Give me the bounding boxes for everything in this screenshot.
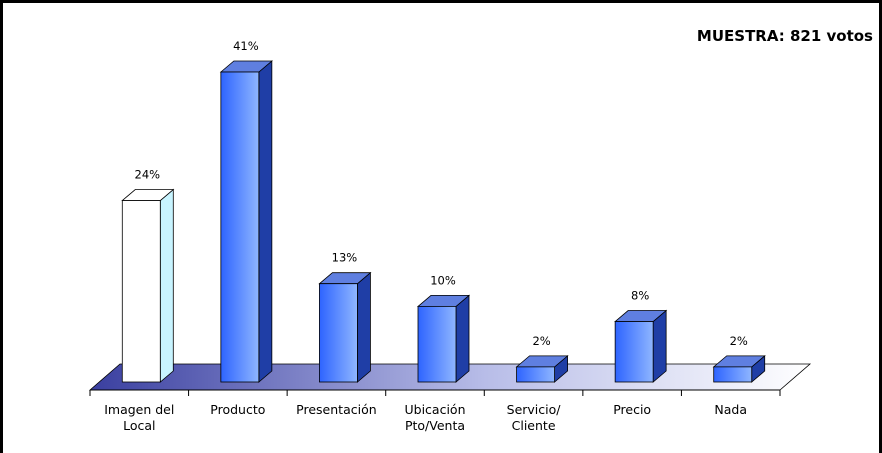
bar — [416, 294, 471, 383]
data-label: 2% — [730, 334, 748, 348]
bar — [318, 271, 372, 383]
bar — [219, 60, 273, 383]
x-tick-label: Precio — [613, 402, 651, 417]
bar-side — [455, 294, 470, 383]
data-label: 13% — [332, 251, 358, 265]
data-label: 41% — [233, 39, 259, 53]
x-tick-label: Nada — [714, 402, 747, 417]
x-tick-label: Servicio/ — [507, 402, 562, 417]
bar-front — [417, 305, 457, 383]
bar-front — [319, 283, 358, 383]
x-tick-label: Local — [123, 418, 155, 433]
bar — [121, 188, 175, 383]
bar-front — [220, 71, 260, 383]
data-label: 2% — [532, 334, 550, 348]
x-tick-label: Presentación — [296, 402, 376, 417]
bar-side — [159, 188, 174, 383]
bar-side — [357, 271, 371, 383]
data-label: 24% — [135, 168, 161, 182]
bar-front — [614, 321, 654, 383]
bar-front — [516, 366, 555, 383]
bar — [614, 309, 668, 383]
bar-side — [258, 60, 273, 383]
bar — [515, 355, 569, 383]
x-tick-label: Ubicación — [404, 402, 465, 417]
x-tick-label: Cliente — [512, 418, 556, 433]
data-label: 8% — [631, 289, 649, 303]
x-tick-label: Imagen del — [104, 402, 174, 417]
x-tick-label: Pto/Venta — [405, 418, 465, 433]
data-label: 10% — [430, 273, 456, 287]
sample-size-label: MUESTRA: 821 votos — [696, 27, 873, 45]
x-tick-label: Producto — [210, 402, 265, 417]
bar-side — [652, 309, 667, 383]
bar-front — [713, 366, 753, 383]
bar-front — [121, 200, 161, 383]
bar — [712, 355, 766, 383]
